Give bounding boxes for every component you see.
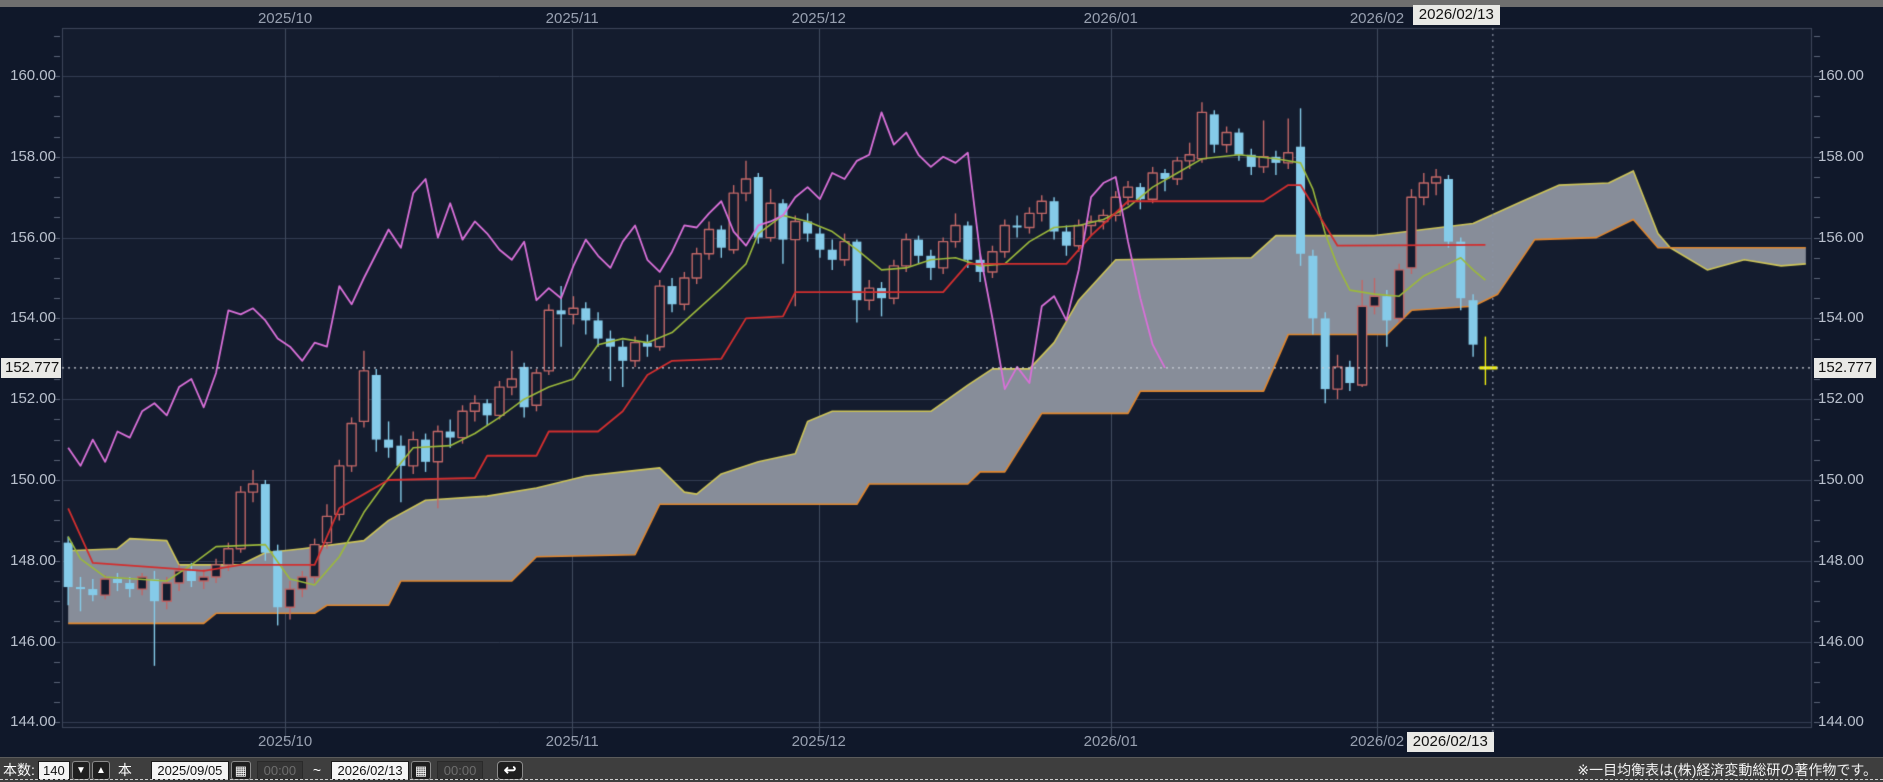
price-tick-label: 158.00 xyxy=(1818,147,1864,165)
price-tick-label: 154.00 xyxy=(1818,309,1864,327)
calendar-from-icon[interactable]: ▦ xyxy=(230,760,251,780)
bar-count-label: 本数: xyxy=(3,762,35,778)
bar-count-decrement-button[interactable]: ▼ xyxy=(71,760,90,780)
month-tick-label: 2025/10 xyxy=(257,10,313,27)
month-tick-label: 2026/02 xyxy=(1349,10,1405,27)
price-tick-label: 148.00 xyxy=(10,551,56,569)
bar-count-unit-label: 本 xyxy=(117,762,132,778)
month-tick-label: 2026/01 xyxy=(1083,10,1138,27)
price-tick-label: 156.00 xyxy=(1818,228,1864,246)
time-to-input xyxy=(437,760,484,780)
price-tick-label: 144.00 xyxy=(1818,713,1864,731)
range-separator: ~ xyxy=(312,762,322,778)
price-tick-label: 160.00 xyxy=(10,67,56,84)
bar-count-increment-button[interactable]: ▲ xyxy=(91,760,110,780)
month-tick-label: 2025/12 xyxy=(791,733,846,750)
price-tick-label: 150.00 xyxy=(10,471,56,488)
date-from-input[interactable] xyxy=(150,760,229,780)
month-tick-label: 2025/11 xyxy=(545,10,599,27)
price-tick-label: 156.00 xyxy=(10,228,56,246)
price-tick-label: 146.00 xyxy=(10,632,56,650)
window-top-strip xyxy=(0,0,1883,7)
price-tick-label: 146.00 xyxy=(1818,632,1864,650)
month-tick-label: 2026/02 xyxy=(1349,733,1405,750)
bottom-dashed-line xyxy=(0,779,1883,780)
month-tick-label: 2026/01 xyxy=(1083,733,1138,750)
month-tick-label: 2025/10 xyxy=(257,733,313,750)
price-tick-label: 152.00 xyxy=(1818,390,1864,408)
bar-count-input[interactable] xyxy=(37,760,70,780)
calendar-to-icon[interactable]: ▦ xyxy=(411,760,432,780)
bottom-toolbar: 本数: ▼ ▲ 本 ▦ ~ ▦ ↩ ※一目均衡表は(株)経済変動総研の著作物です… xyxy=(0,757,1883,782)
price-tick-label: 158.00 xyxy=(10,147,56,165)
month-tick-label: 2025/12 xyxy=(791,10,846,27)
price-tick-label: 144.00 xyxy=(10,713,56,731)
price-tick-label: 148.00 xyxy=(1818,551,1864,569)
copyright-note: ※一目均衡表は(株)経済変動総研の著作物です。 xyxy=(1577,762,1877,778)
month-tick-label: 2025/11 xyxy=(545,733,599,750)
price-tick-label: 160.00 xyxy=(1818,67,1864,84)
current-price-badge-right: 152.777 xyxy=(1814,357,1877,378)
current-date-badge-bottom: 2026/02/13 xyxy=(1406,732,1494,752)
price-tick-label: 152.00 xyxy=(10,390,56,408)
price-tick-label: 154.00 xyxy=(10,309,56,327)
price-tick-label: 150.00 xyxy=(1818,471,1864,488)
date-to-input[interactable] xyxy=(331,760,410,780)
current-date-badge-top: 2026/02/13 xyxy=(1412,5,1500,25)
time-from-input xyxy=(256,760,303,780)
reset-range-button[interactable]: ↩ xyxy=(497,760,524,780)
current-price-badge-left: 152.777 xyxy=(1,357,61,378)
